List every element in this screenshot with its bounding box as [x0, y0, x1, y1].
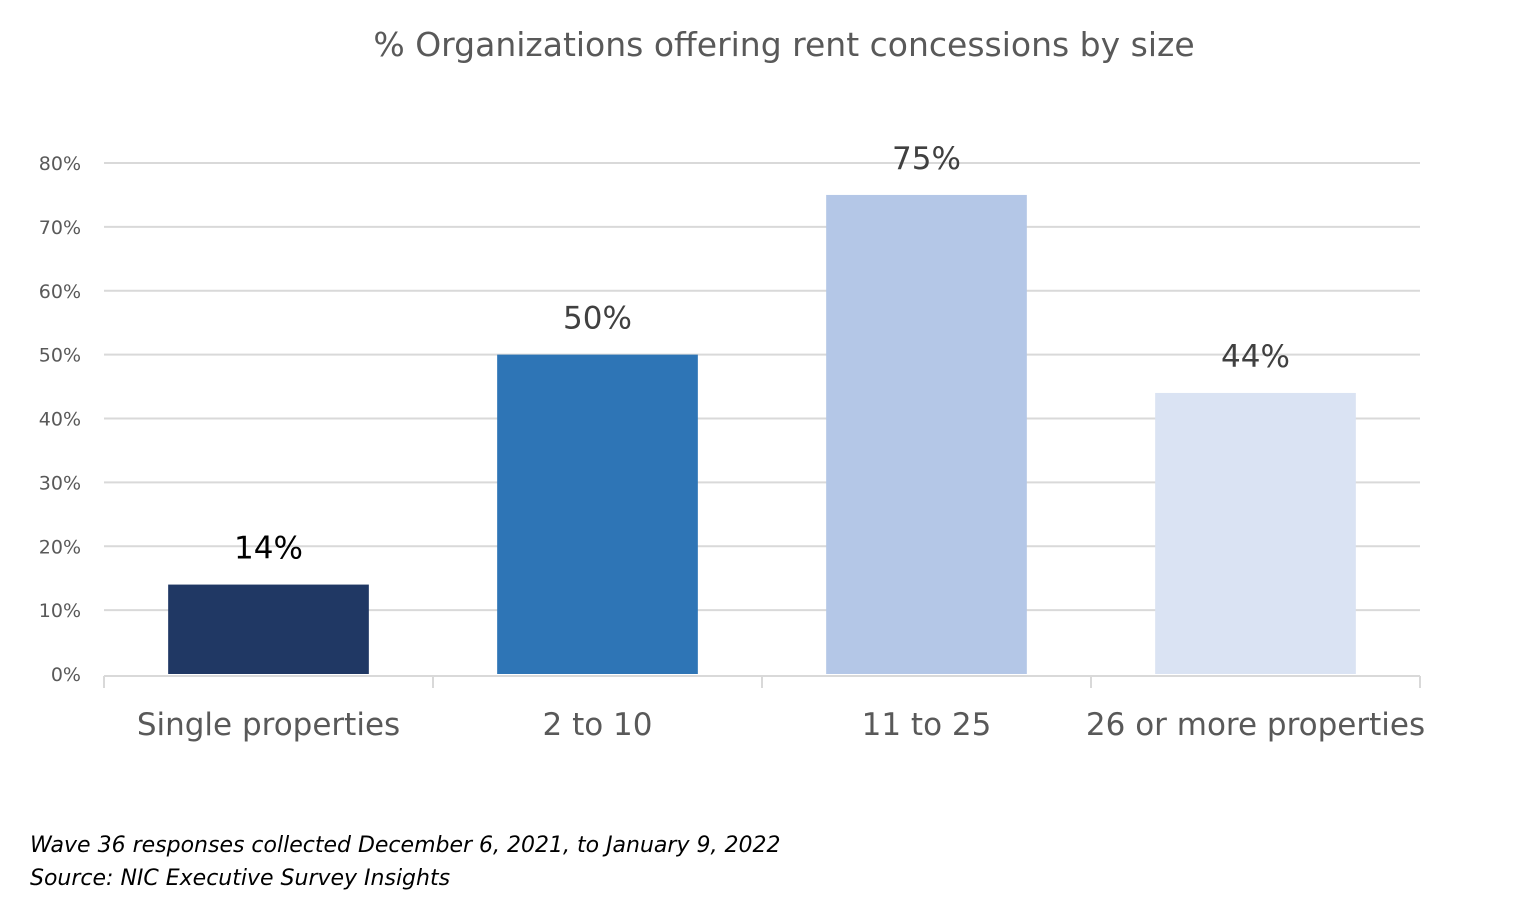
data-labels: 14% 50% 75% 44% — [234, 141, 1290, 567]
y-tick-label: 10% — [39, 600, 81, 622]
bar — [826, 194, 1027, 674]
data-label: 14% — [234, 531, 303, 567]
y-tick-label: 60% — [39, 281, 81, 303]
x-tick-label: 11 to 25 — [862, 707, 992, 743]
x-tick-label: Single properties — [137, 707, 400, 743]
source-note: Source: NIC Executive Survey Insights — [30, 866, 451, 891]
data-label: 44% — [1221, 339, 1290, 375]
bar — [168, 584, 369, 674]
y-tick-label: 50% — [39, 345, 81, 367]
y-tick-label: 30% — [39, 472, 81, 494]
x-tick-label: 26 or more properties — [1086, 707, 1425, 743]
y-axis: 0% 10% 20% 30% 40% 50% 60% 70% 80% — [39, 153, 81, 686]
chart-title: % Organizations offering rent concession… — [373, 25, 1194, 64]
wave-note: Wave 36 responses collected December 6, … — [30, 833, 781, 858]
data-label: 75% — [892, 141, 961, 177]
x-axis: Single properties 2 to 10 11 to 25 26 or mo… — [103, 675, 1425, 743]
bar-chart: % Organizations offering rent concession… — [39, 25, 1425, 743]
y-tick-label: 0% — [51, 664, 81, 686]
y-tick-label: 70% — [39, 217, 81, 239]
y-tick-label: 40% — [39, 409, 81, 431]
data-label: 50% — [563, 301, 632, 337]
gridlines — [104, 162, 1420, 612]
x-tick-label: 2 to 10 — [543, 707, 653, 743]
bars — [168, 194, 1356, 674]
y-tick-label: 80% — [39, 153, 81, 175]
bar — [497, 354, 698, 674]
y-tick-label: 20% — [39, 536, 81, 558]
bar — [1155, 392, 1356, 674]
